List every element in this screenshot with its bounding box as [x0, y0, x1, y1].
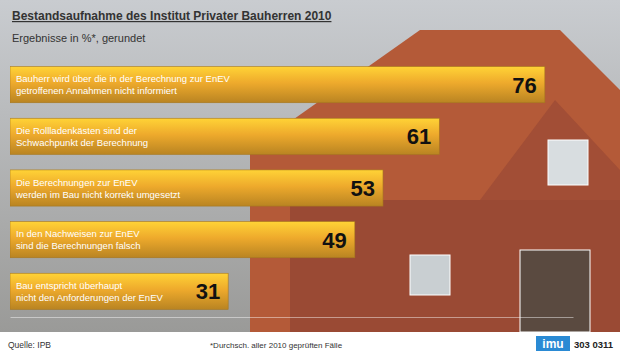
wall	[290, 200, 620, 332]
bars	[10, 67, 545, 310]
title: Bestandsaufnahme des Institut Privater B…	[12, 9, 332, 23]
category-label: Bau entspricht überhauptnicht den Anford…	[16, 280, 163, 303]
background	[0, 0, 620, 332]
chart: Bestandsaufnahme des Institut Privater B…	[0, 0, 620, 356]
bar	[10, 118, 439, 154]
door	[520, 250, 590, 332]
window	[410, 255, 450, 295]
data-label: 31	[196, 279, 220, 304]
axis-line	[11, 317, 574, 318]
code: 303 0311	[574, 339, 614, 350]
data-label: 49	[322, 228, 346, 253]
category-label: Bauherr wird über die in der Berechnung …	[16, 73, 231, 96]
data-label: 53	[351, 176, 375, 201]
subtitle: Ergebnisse in %*, gerundet	[12, 32, 145, 44]
window	[548, 140, 588, 185]
logo-box	[536, 336, 570, 351]
category-label: Die Berechnungen zur EnEVwerden im Bau n…	[15, 177, 181, 200]
bar	[10, 273, 228, 309]
category-label: Die Rollladenkästen sind derSchwachpunkt…	[16, 125, 148, 148]
gable	[480, 100, 620, 200]
data-labels: 76 61 53 49 31	[196, 73, 537, 305]
logo: imu	[542, 337, 563, 351]
category-label: In den Nachweisen zur EnEVsind die Berec…	[16, 228, 141, 251]
category-labels: Bauherr wird über die in der Berechnung …	[15, 73, 231, 303]
data-label: 61	[407, 124, 431, 149]
bar	[10, 170, 383, 206]
x-axis	[11, 317, 574, 318]
footer	[0, 332, 620, 356]
bar	[10, 222, 355, 258]
footnote: *Durchsch. aller 2010 geprüften Fälle	[210, 341, 343, 350]
data-label: 76	[512, 73, 536, 98]
bar	[10, 67, 545, 103]
source: Quelle: IPB	[8, 340, 51, 350]
